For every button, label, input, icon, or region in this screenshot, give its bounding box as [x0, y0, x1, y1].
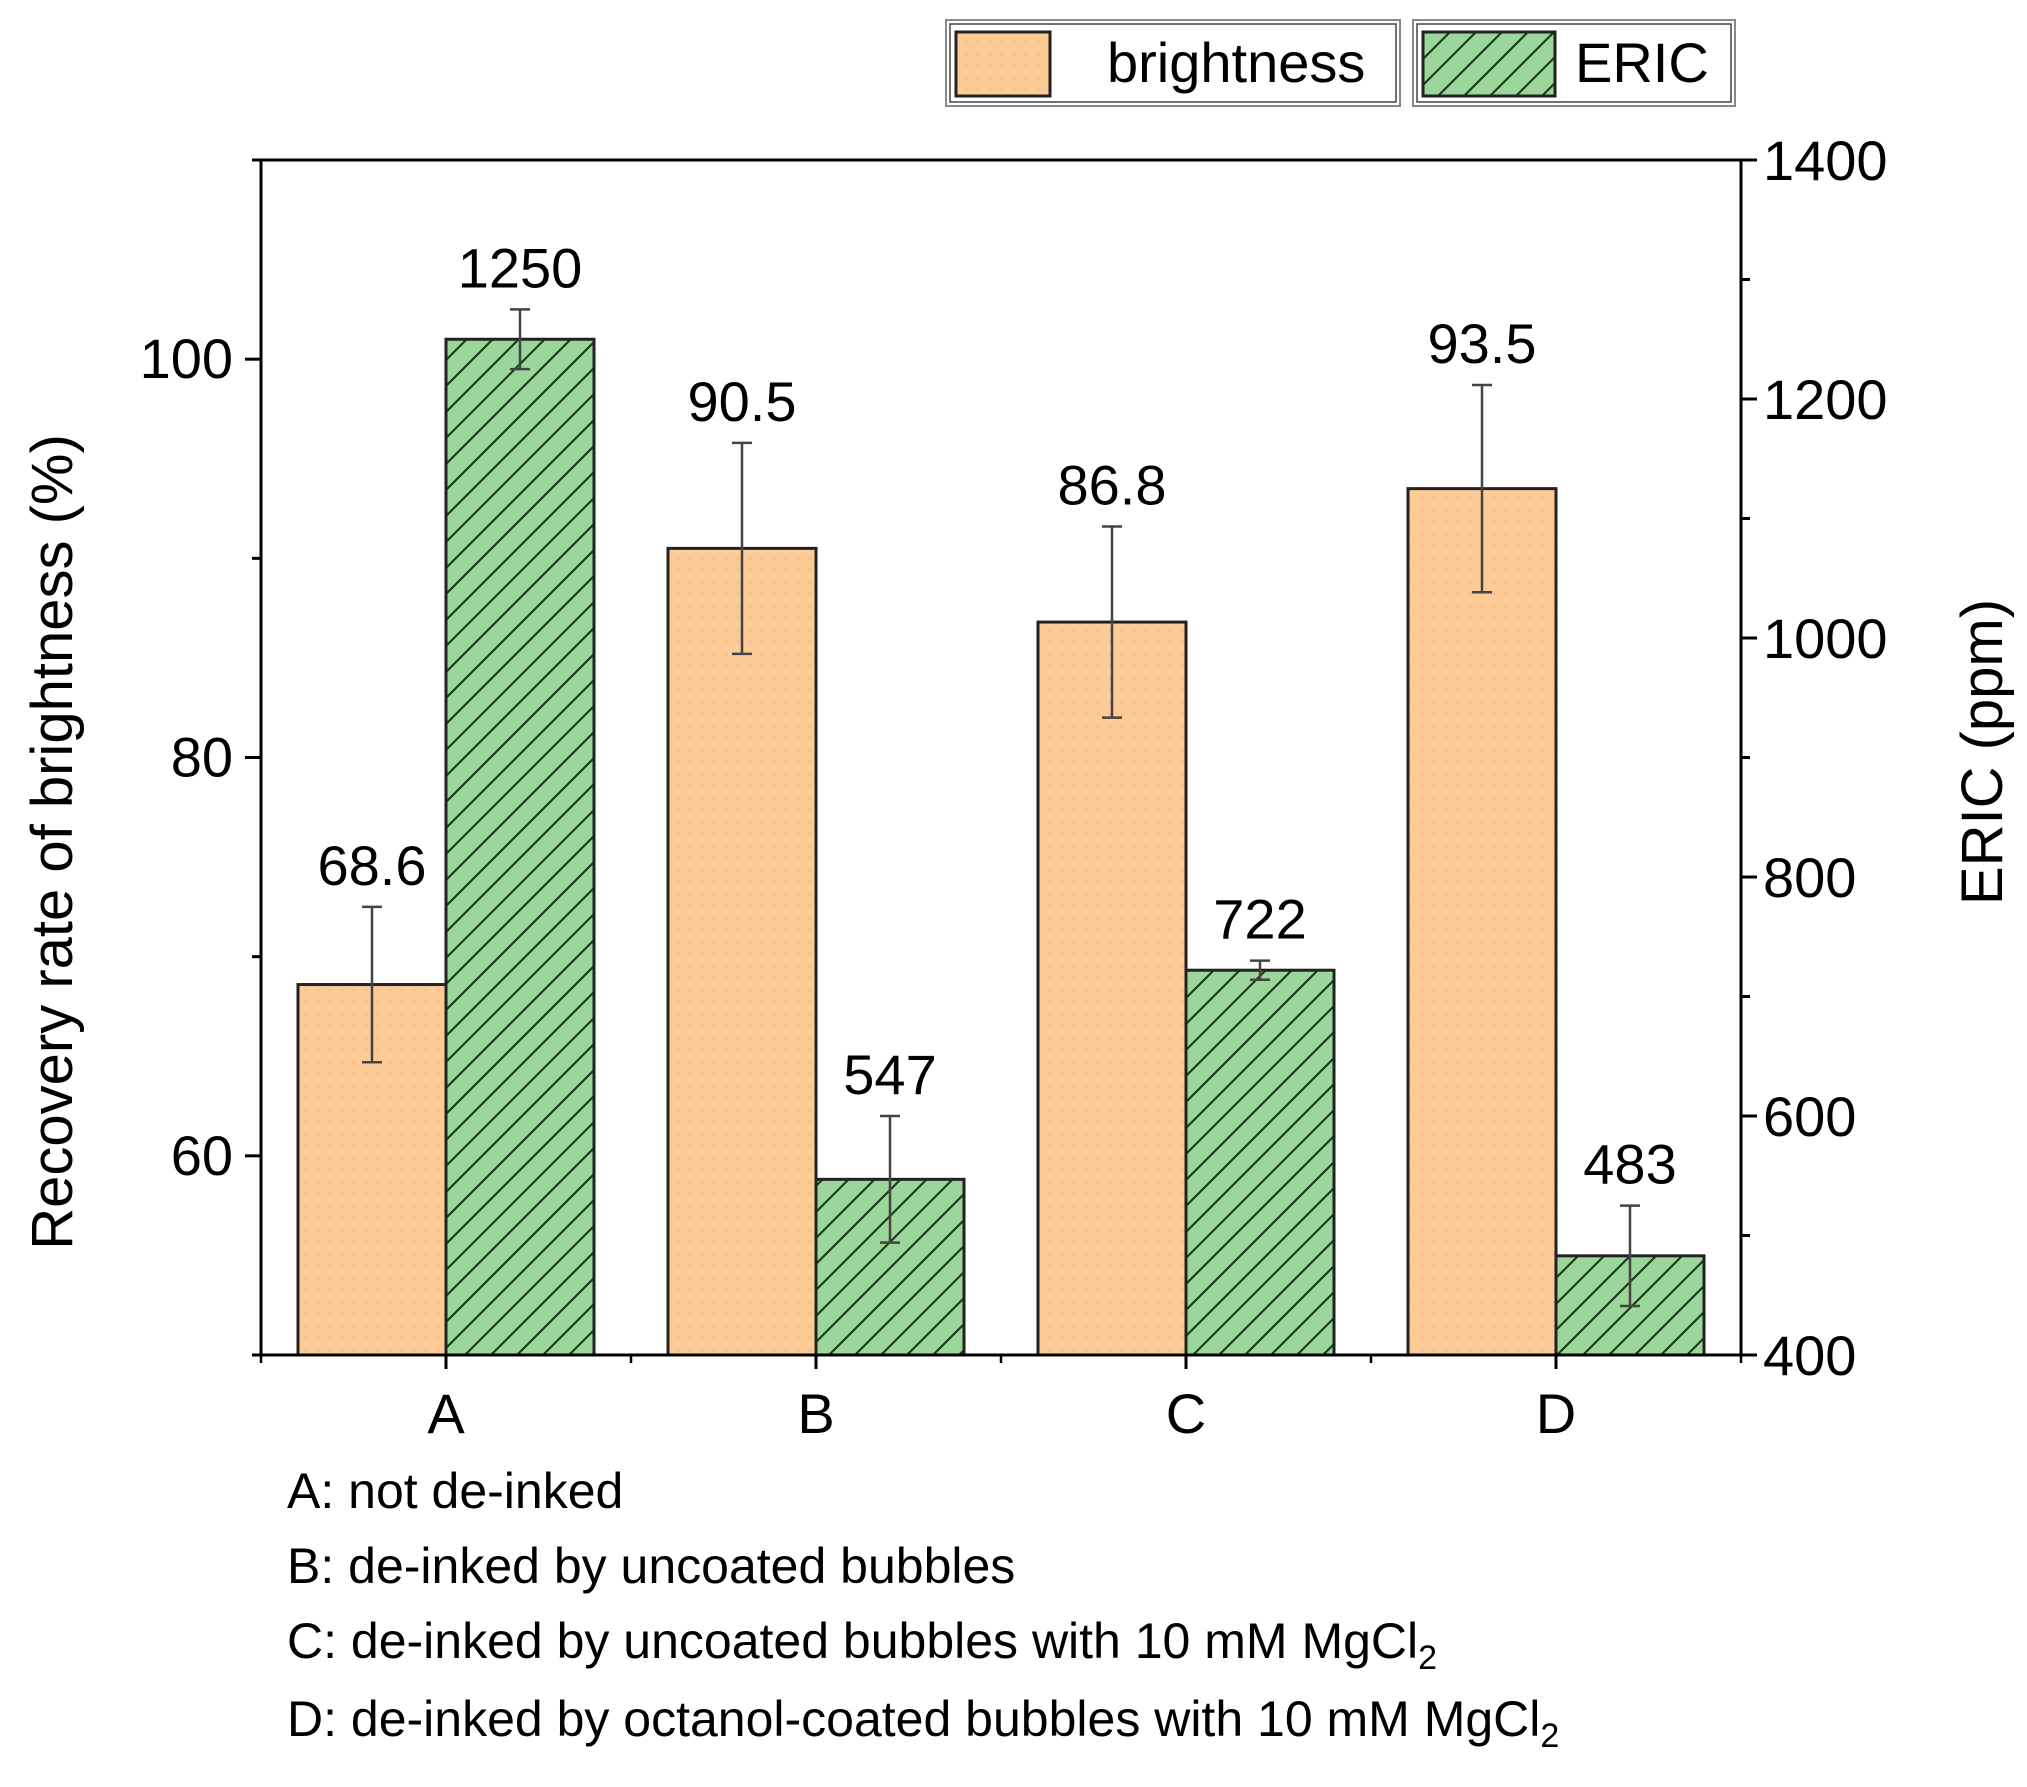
x-tick-label-A: A — [427, 1382, 465, 1440]
data-label-brightness-D: 93.5 — [1428, 312, 1537, 375]
caption-a: A: not de-inked — [287, 1463, 624, 1519]
legend-swatch-brightness — [954, 30, 1052, 98]
data-label-bg-brightness-C — [1042, 452, 1182, 515]
error-bar-eric-D — [1620, 1204, 1640, 1308]
data-label-eric-C: 722 — [1213, 888, 1306, 951]
bar-eric-C — [1184, 968, 1336, 1357]
error-bar-brightness-C — [1102, 525, 1122, 719]
data-label-brightness-B: 90.5 — [688, 370, 797, 433]
caption-d-text: D: de-inked by octanol-coated bubbles wi… — [287, 1691, 1541, 1747]
data-label-brightness-C: 86.8 — [1058, 453, 1167, 516]
x-tick-label-C: C — [1166, 1382, 1206, 1440]
y-right-tick-label: 600 — [1763, 1085, 1856, 1148]
error-bar-brightness-D — [1472, 383, 1492, 594]
data-label-eric-B: 547 — [843, 1043, 936, 1106]
data-label-bg-eric-A — [450, 235, 590, 298]
bar-eric-A — [444, 337, 596, 1357]
y-left-tick-label: 80 — [171, 726, 233, 789]
y-right-tick-label: 800 — [1763, 846, 1856, 909]
caption-c: C: de-inked by uncoated bubbles with 10 … — [287, 1612, 1437, 1678]
error-bar-eric-B — [880, 1114, 900, 1244]
data-label-bg-brightness-D — [1412, 311, 1552, 374]
error-bar-brightness-A — [362, 905, 382, 1064]
x-tick-label-D: D — [1536, 1382, 1576, 1440]
bar-brightness-D — [1406, 487, 1558, 1357]
data-label-bg-eric-D — [1560, 1131, 1700, 1194]
chart: brightness ERIC Recovery rate of brightn… — [20, 19, 2015, 1440]
y-right-tick-label: 1200 — [1763, 368, 1888, 431]
error-bar-brightness-B — [732, 441, 752, 656]
error-bar-eric-C — [1250, 959, 1270, 982]
data-label-bg-eric-C — [1190, 886, 1330, 949]
caption-c-subscript: 2 — [1418, 1639, 1438, 1677]
data-label-bg-brightness-B — [672, 368, 812, 431]
caption-c-text: C: de-inked by uncoated bubbles with 10 … — [287, 1613, 1419, 1669]
data-label-eric-A: 1250 — [458, 236, 583, 299]
bar-brightness-B — [666, 546, 818, 1357]
error-bar-eric-A — [510, 308, 530, 371]
x-tick-label-B: B — [797, 1382, 834, 1440]
legend-swatch-eric — [1421, 30, 1557, 98]
data-label-brightness-A: 68.6 — [318, 834, 427, 897]
legend-label-brightness: brightness — [1107, 31, 1365, 94]
y-right-tick-label: 400 — [1763, 1324, 1856, 1387]
caption-d: D: de-inked by octanol-coated bubbles wi… — [287, 1690, 1559, 1756]
data-label-eric-D: 483 — [1583, 1133, 1676, 1196]
y-left-tick-label: 100 — [140, 327, 233, 390]
y-right-tick-label: 1400 — [1763, 129, 1888, 192]
y-left-tick-label: 60 — [171, 1124, 233, 1187]
legend: brightness ERIC — [945, 19, 1736, 107]
y-right-axis-title: ERIC (ppm) — [1950, 599, 2015, 905]
caption-d-subscript: 2 — [1540, 1717, 1560, 1755]
y-right-tick-label: 1000 — [1763, 607, 1888, 670]
caption-b: B: de-inked by uncoated bubbles — [287, 1538, 1016, 1594]
data-label-bg-brightness-A — [302, 832, 442, 895]
legend-label-eric: ERIC — [1575, 31, 1709, 94]
data-label-bg-eric-B — [820, 1042, 960, 1104]
y-left-axis-title: Recovery rate of brightness (%) — [20, 434, 85, 1250]
bar-brightness-C — [1036, 620, 1188, 1357]
